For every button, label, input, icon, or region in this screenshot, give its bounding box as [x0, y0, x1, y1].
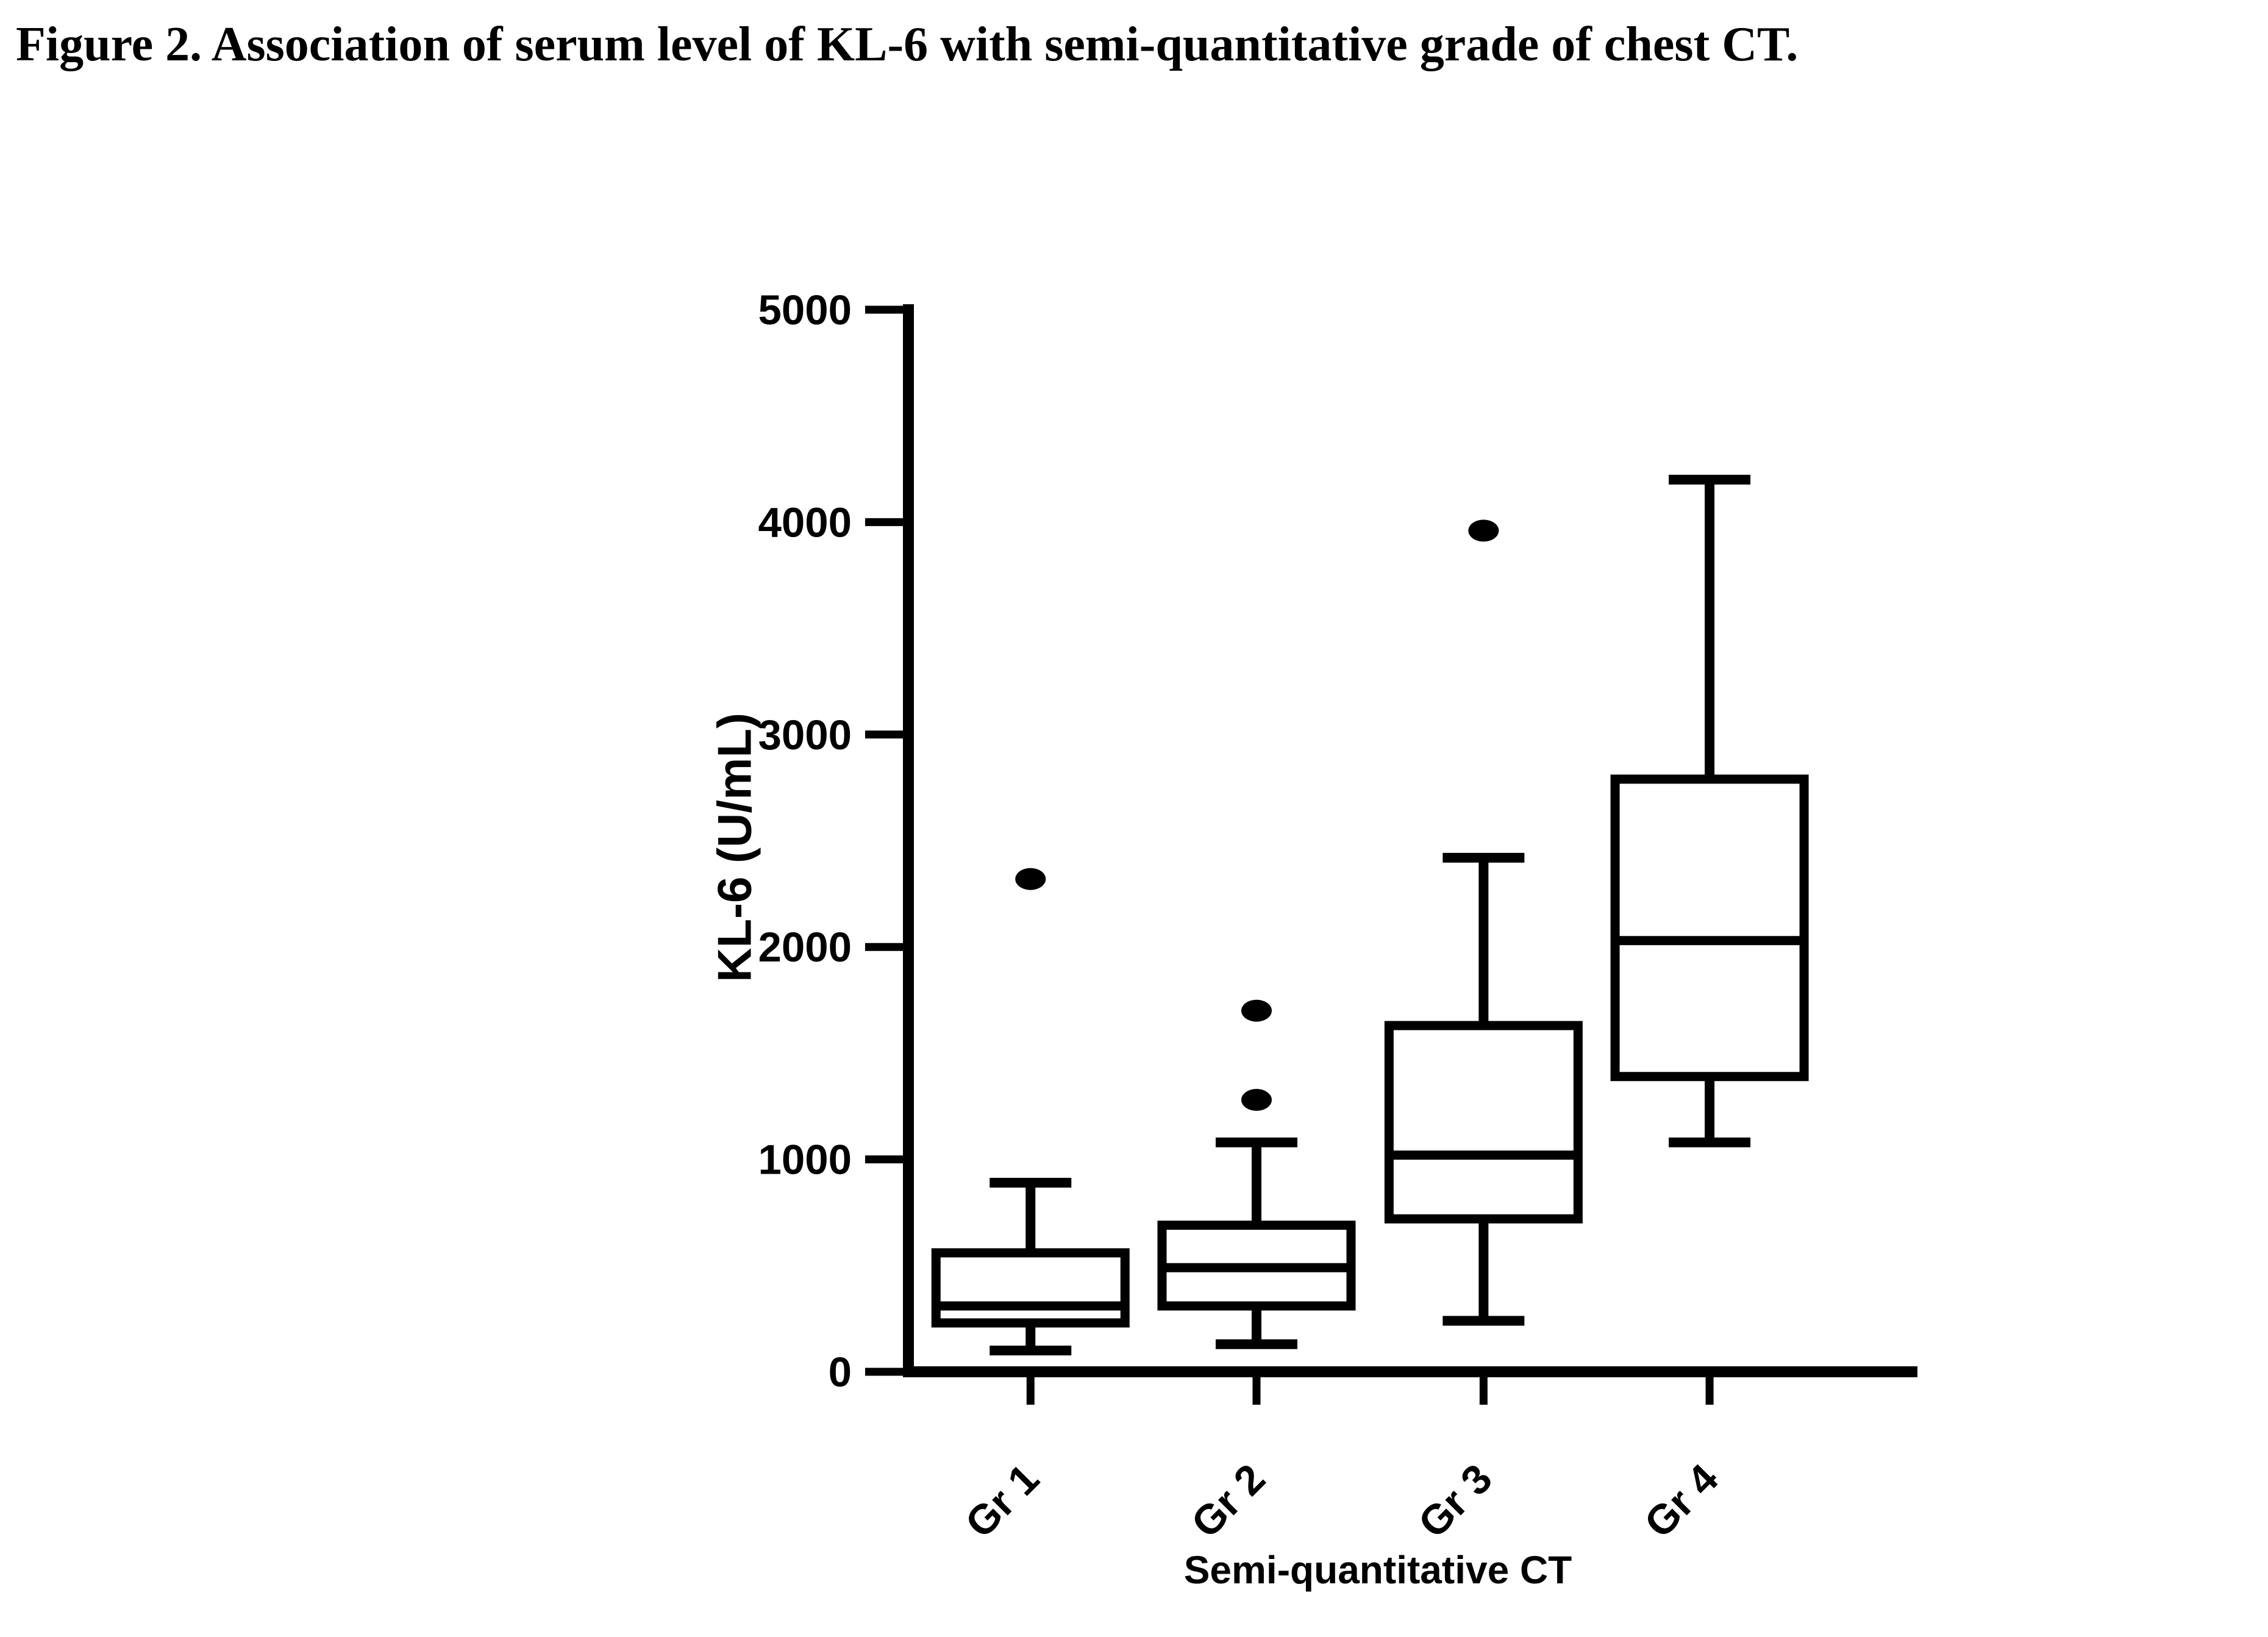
x-category-label: Gr 1	[957, 1455, 1048, 1547]
y-tick-label: 2000	[758, 924, 852, 971]
box-group-gr-2: Gr 2	[1157, 999, 1356, 1547]
figure-title: Figure 2. Association of serum level of …	[16, 18, 1799, 71]
x-category-label: Gr 3	[1410, 1455, 1501, 1547]
axes	[903, 304, 1917, 1377]
y-tick-label: 1000	[758, 1136, 852, 1183]
box-group-gr-3: Gr 3	[1384, 519, 1583, 1547]
box-iqr	[931, 1248, 1130, 1328]
x-category-label: Gr 4	[1636, 1455, 1727, 1547]
outlier-point	[1015, 868, 1046, 890]
y-tick-label: 0	[829, 1349, 852, 1396]
x-category-label: Gr 2	[1183, 1455, 1274, 1547]
box-group-gr-1: Gr 1	[931, 868, 1130, 1547]
y-tick-label: 5000	[758, 287, 852, 333]
y-tick-label: 4000	[758, 499, 852, 546]
outlier-point	[1241, 999, 1272, 1022]
outlier-point	[1468, 519, 1499, 542]
box-iqr	[1610, 774, 1809, 1082]
outlier-point	[1241, 1089, 1272, 1111]
box-group-gr-4: Gr 4	[1610, 474, 1809, 1547]
box-iqr	[1384, 1021, 1583, 1224]
x-axis-title: Semi-quantitative CT	[1183, 1548, 1572, 1592]
y-tick-label: 3000	[758, 712, 852, 758]
